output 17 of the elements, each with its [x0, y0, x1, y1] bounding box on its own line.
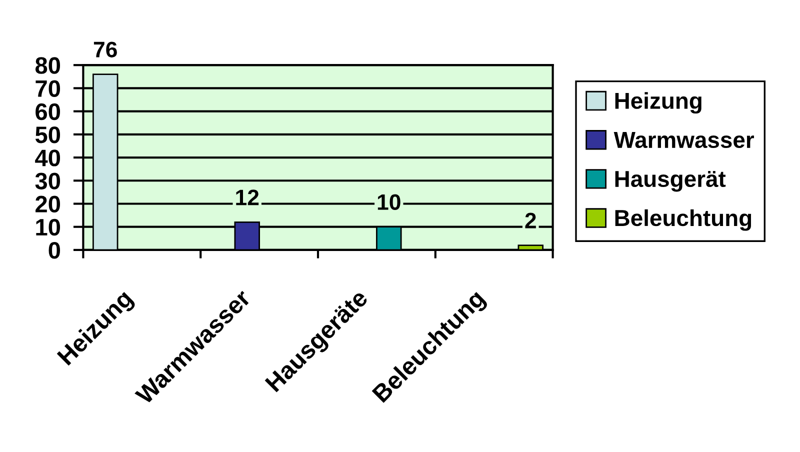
y-tick-label: 20 — [36, 196, 60, 213]
legend-label: Hausgerät — [615, 170, 726, 192]
legend-label: Heizung — [615, 92, 702, 114]
data-label: 2 — [525, 212, 536, 228]
y-tick-label: 80 — [35, 57, 60, 74]
data-label: 76 — [94, 42, 117, 58]
y-tick-label: 40 — [35, 150, 60, 166]
legend-label: Beleuchtung — [615, 209, 752, 231]
y-tick-label: 30 — [35, 172, 60, 190]
y-tick-label: 0 — [48, 242, 60, 259]
data-label: 12 — [236, 190, 259, 206]
y-tick-label: 70 — [36, 80, 60, 97]
y-tick-label: 50 — [35, 126, 60, 144]
y-tick-label: 60 — [36, 103, 60, 120]
legend-label: Warmwasser — [614, 132, 754, 148]
data-label: 10 — [378, 194, 400, 210]
y-tick-label: 10 — [36, 218, 60, 236]
